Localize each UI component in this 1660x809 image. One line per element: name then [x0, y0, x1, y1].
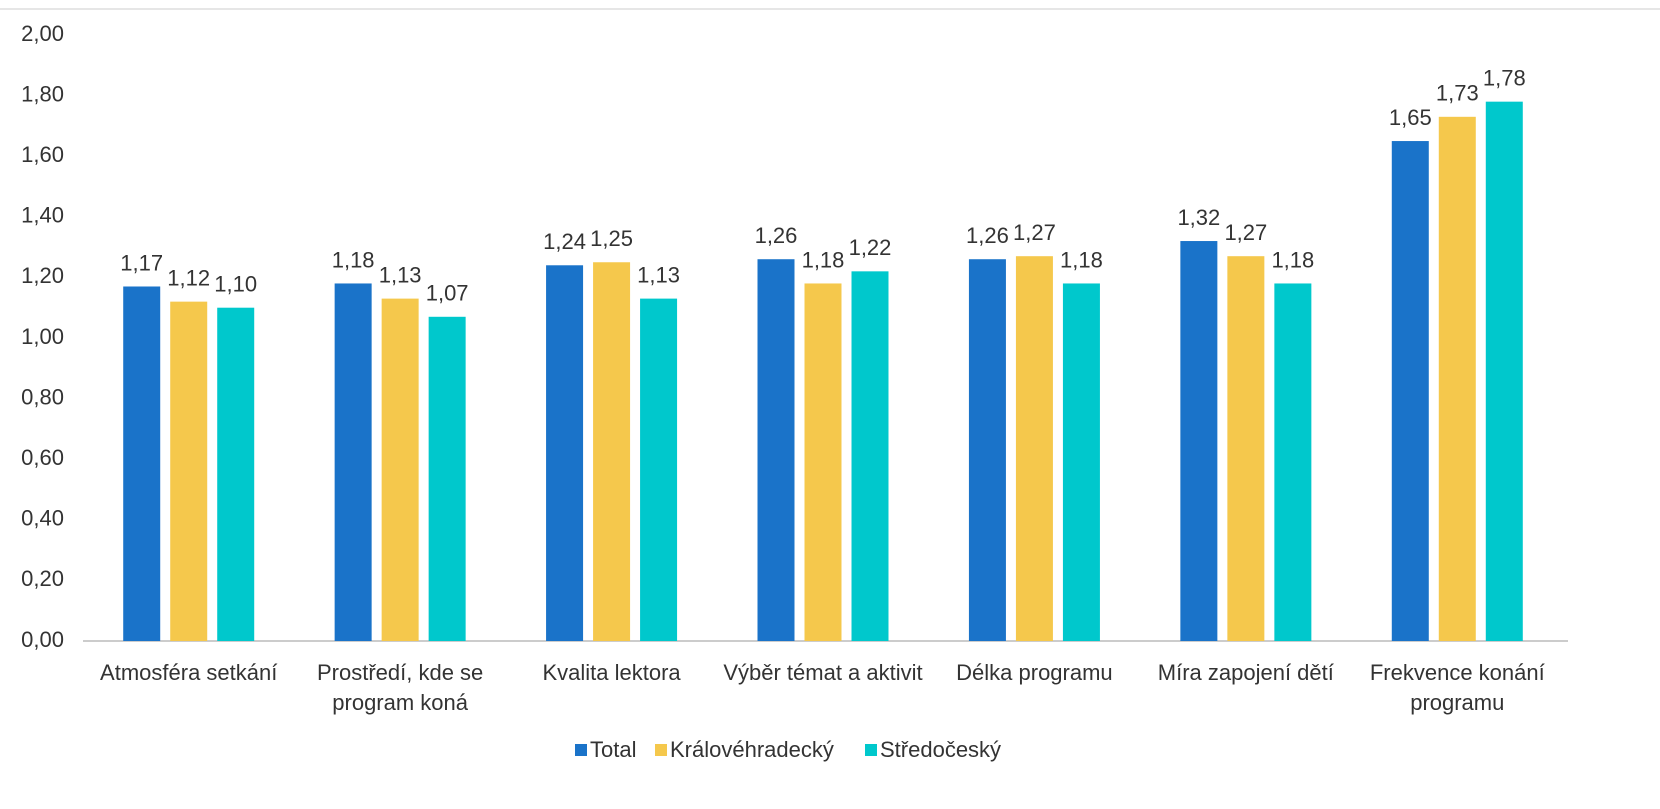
value-label: 1,78: [1483, 65, 1526, 90]
value-label: 1,18: [802, 247, 845, 272]
y-tick-label: 1,00: [21, 324, 64, 349]
value-label: 1,18: [1271, 247, 1314, 272]
value-label: 1,22: [849, 235, 892, 260]
legend-swatch: [865, 744, 877, 756]
value-label: 1,18: [332, 247, 375, 272]
y-tick-label: 1,20: [21, 263, 64, 288]
value-label: 1,32: [1177, 205, 1220, 230]
bar: [1180, 241, 1218, 642]
x-tick-label: Frekvence konání programu: [1369, 660, 1545, 715]
value-label: 1,73: [1436, 81, 1479, 106]
value-label: 1,10: [214, 272, 257, 297]
value-label: 1,25: [590, 226, 633, 251]
value-label: 1,17: [120, 250, 163, 275]
bar: [851, 271, 889, 641]
y-tick-label: 2,00: [21, 21, 64, 46]
legend-swatch: [655, 744, 667, 756]
bar: [640, 298, 678, 641]
bar: [123, 286, 161, 641]
y-tick-label: 0,60: [21, 445, 64, 470]
bar: [217, 307, 255, 641]
bar: [170, 301, 208, 641]
bar: [1485, 101, 1523, 641]
bar: [804, 283, 842, 641]
bar: [757, 259, 795, 641]
value-label: 1,26: [966, 223, 1009, 248]
value-label: 1,07: [426, 281, 469, 306]
x-tick-label: Prostředí, kde se program koná: [316, 660, 484, 715]
x-tick-label: Délka programu: [956, 660, 1113, 685]
x-tick-label: Atmosféra setkání: [100, 660, 278, 685]
bar: [1391, 141, 1429, 642]
bar: [546, 265, 584, 641]
value-label: 1,27: [1224, 220, 1267, 245]
value-label: 1,65: [1389, 105, 1432, 130]
value-label: 1,13: [379, 262, 422, 287]
bar: [593, 262, 631, 641]
bar: [381, 298, 419, 641]
legend-label: Středočeský: [880, 737, 1001, 762]
value-label: 1,18: [1060, 247, 1103, 272]
y-tick-label: 1,80: [21, 81, 64, 106]
value-label: 1,24: [543, 229, 586, 254]
value-label: 1,12: [167, 265, 210, 290]
x-tick-label: Výběr témat a aktivit: [723, 660, 923, 685]
bar: [968, 259, 1006, 641]
bar: [1062, 283, 1100, 641]
bar: [1227, 256, 1265, 641]
y-tick-label: 0,00: [21, 627, 64, 652]
value-label: 1,26: [755, 223, 798, 248]
x-tick-label: Míra zapojení dětí: [1157, 660, 1334, 685]
legend-label: Total: [590, 737, 636, 762]
bar: [334, 283, 372, 641]
bar: [1015, 256, 1053, 641]
bar: [1438, 116, 1476, 641]
value-label: 1,13: [637, 262, 680, 287]
x-tick-label: Kvalita lektora: [542, 660, 681, 685]
y-tick-label: 0,40: [21, 506, 64, 531]
y-tick-label: 1,40: [21, 203, 64, 228]
bar: [428, 316, 466, 641]
y-tick-label: 0,20: [21, 566, 64, 591]
legend-swatch: [575, 744, 587, 756]
bar: [1274, 283, 1312, 641]
y-tick-label: 0,80: [21, 384, 64, 409]
value-label: 1,27: [1013, 220, 1056, 245]
legend-label: Královéhradecký: [670, 737, 834, 762]
y-tick-label: 1,60: [21, 142, 64, 167]
